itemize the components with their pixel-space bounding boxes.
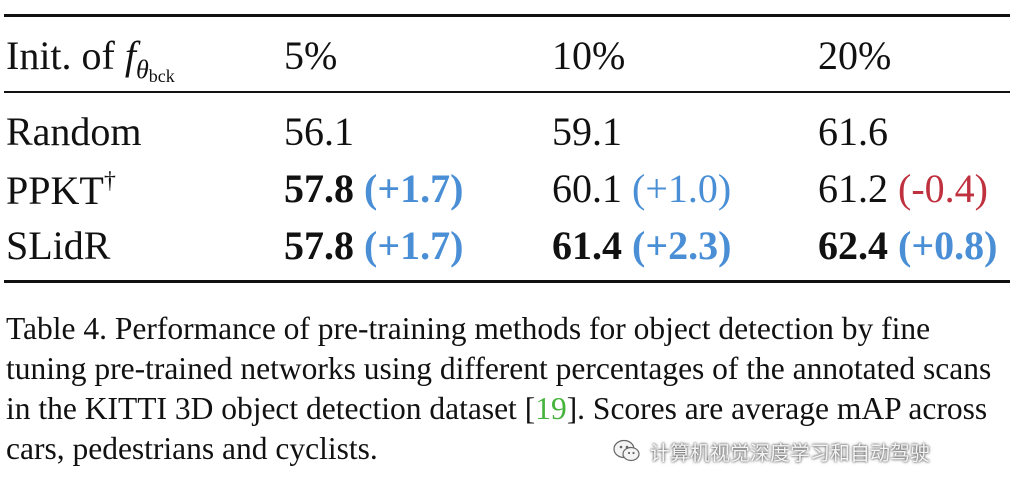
bck-subscript: bck	[148, 66, 175, 86]
delta-positive: (+2.3)	[632, 223, 732, 268]
watermark: 计算机视觉深度学习和自动驾驶	[612, 432, 930, 470]
header-init-label: Init. of fθbck	[6, 33, 175, 86]
table-cell: 61.6	[818, 109, 888, 154]
table-cell: 61.4 (+2.3)	[552, 223, 732, 268]
row-label-ppkt: PPKT†	[6, 168, 116, 213]
f-symbol: f	[124, 33, 136, 78]
table-cell: 57.8 (+1.7)	[284, 223, 464, 268]
header-col-10pct: 10%	[552, 33, 626, 78]
table-cell: 62.4 (+0.8)	[818, 223, 998, 268]
table-bottom-rule	[4, 280, 1010, 283]
delta-positive: (+1.7)	[364, 166, 464, 211]
header-col-20pct: 20%	[818, 33, 892, 78]
table-cell: 59.1	[552, 109, 622, 154]
header-col-5pct: 5%	[284, 33, 338, 78]
watermark-text: 计算机视觉深度学习和自动驾驶	[650, 440, 930, 465]
row-label-random: Random	[6, 109, 142, 154]
delta-negative: (-0.4)	[898, 166, 988, 211]
table-caption: Table 4. Performance of pre-training met…	[6, 311, 992, 466]
table-top-rule	[4, 14, 1010, 17]
table-cell: 61.2 (-0.4)	[818, 166, 988, 211]
citation-link[interactable]: 19	[535, 391, 567, 426]
row-label-slidr: SLidR	[6, 223, 111, 268]
table-cell: 57.8 (+1.7)	[284, 166, 464, 211]
delta-positive: (+1.0)	[632, 166, 732, 211]
table-cell: 60.1 (+1.0)	[552, 166, 732, 211]
theta-subscript: θ	[136, 55, 149, 84]
delta-positive: (+1.7)	[364, 223, 464, 268]
table-mid-rule	[4, 91, 1010, 93]
table-cell: 56.1	[284, 109, 354, 154]
delta-positive: (+0.8)	[898, 223, 998, 268]
wechat-icon	[613, 439, 640, 462]
dagger-mark: †	[103, 168, 116, 194]
